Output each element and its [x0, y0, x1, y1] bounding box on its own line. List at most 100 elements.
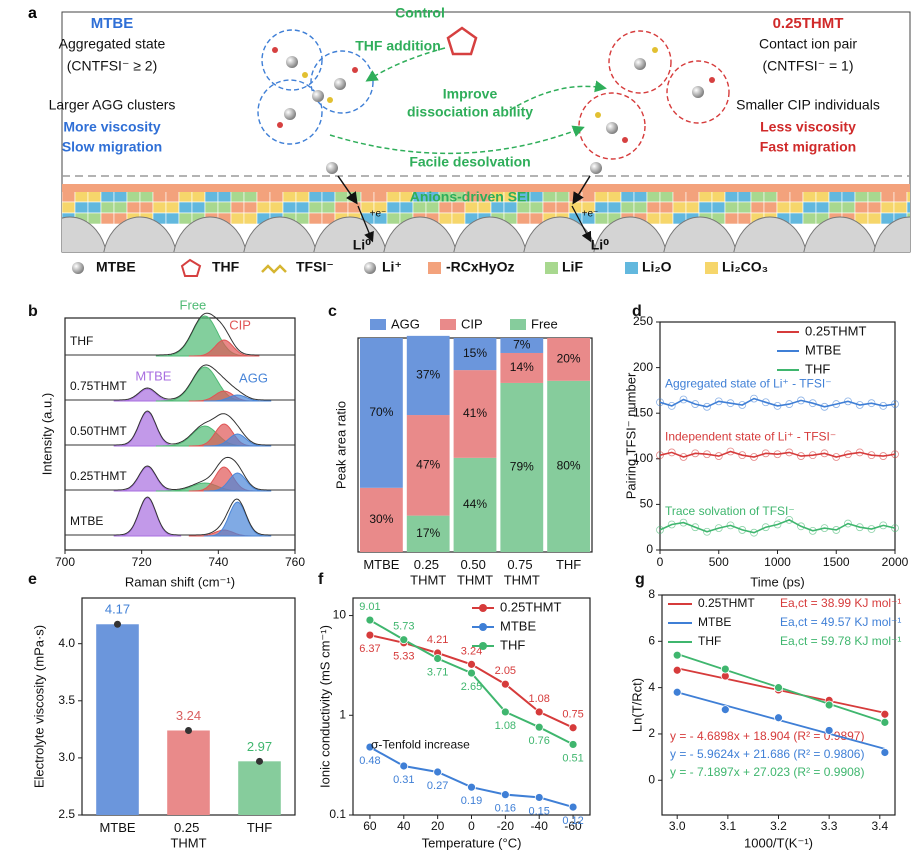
legend-label: CIP — [461, 316, 483, 331]
data-point — [832, 400, 841, 408]
data-point — [785, 516, 794, 524]
schematic-text: Larger AGG clusters — [49, 97, 176, 113]
sei-grain — [867, 201, 882, 214]
y-axis-label: Peak area ratio — [333, 401, 348, 489]
data-label: 30% — [369, 512, 393, 526]
legend-label: Free — [531, 316, 558, 331]
anion-atom — [277, 122, 283, 128]
component-label: MTBE — [135, 368, 171, 383]
panel-label: g — [635, 571, 645, 588]
sei-grain — [789, 190, 804, 203]
data-point — [703, 402, 711, 411]
data-point — [738, 451, 747, 460]
sei-grain — [802, 190, 817, 203]
sei-grain — [880, 201, 895, 214]
li-ion — [590, 162, 602, 174]
data-point — [844, 450, 852, 459]
li-ion — [312, 90, 324, 102]
x-tick-label: 3.1 — [720, 819, 737, 833]
li-arrow — [572, 175, 591, 205]
sei-outer — [62, 184, 910, 192]
legend-label: MTBE — [698, 615, 731, 629]
lithium-grain — [873, 216, 910, 252]
data-point — [714, 397, 723, 406]
data-point — [797, 522, 805, 531]
y-tick-label: 2.5 — [58, 807, 75, 821]
sei-grain — [672, 201, 687, 214]
legend-marker — [479, 642, 487, 650]
data-label: 6.37 — [359, 643, 380, 655]
schematic-text: Improve — [443, 86, 498, 102]
sei-grain — [62, 201, 76, 214]
y-tick-label: 150 — [633, 405, 653, 419]
schematic-text: Smaller CIP individuals — [736, 97, 880, 113]
data-point — [726, 521, 735, 530]
y-tick-label: 8 — [648, 587, 655, 601]
sei-grain — [854, 190, 869, 203]
fit-equation: y = - 7.1897x + 27.023 (R² = 0.9908) — [670, 765, 864, 779]
sei-grain — [737, 201, 752, 214]
x-tick-label: 720 — [132, 555, 152, 569]
y-tick-label: 3.0 — [58, 750, 75, 764]
sei-grain — [113, 201, 128, 214]
sei-grain — [165, 201, 180, 214]
data-point — [797, 396, 805, 405]
legend-icon — [180, 258, 202, 277]
schematic-text: MTBE — [91, 15, 134, 32]
x-tick-label: 760 — [285, 555, 305, 569]
legend-swatch — [440, 319, 456, 330]
sei-grain — [100, 212, 115, 225]
data-label: 0.15 — [529, 805, 550, 817]
data-point — [568, 723, 578, 733]
anion-atom — [352, 67, 358, 73]
y-tick-label: 0 — [648, 772, 655, 786]
cip-cluster — [666, 60, 730, 124]
sei-grain — [191, 201, 206, 214]
legend-label: MTBE — [500, 618, 536, 633]
sei-grain — [711, 190, 726, 203]
y-tick-label: 10 — [333, 608, 347, 622]
sei-grain — [295, 190, 310, 203]
anion-atom — [302, 72, 308, 78]
fit-equation: y = - 4.6898x + 18.904 (R² = 0.9897) — [670, 729, 864, 743]
schematic-text: Contact ion pair — [759, 36, 857, 52]
x-tick-label: -20 — [497, 819, 515, 833]
data-point — [534, 707, 544, 717]
lithium-grain — [243, 216, 317, 252]
sei-grain — [126, 201, 141, 214]
x-tick-label: 0 — [657, 555, 664, 569]
anion-atom — [709, 77, 715, 83]
lithium-grain — [663, 216, 737, 252]
component-label: CIP — [229, 317, 251, 332]
spectrum-envelope — [65, 496, 295, 536]
data-point — [844, 397, 852, 406]
data-point — [808, 526, 817, 535]
data-point — [855, 448, 864, 457]
schematic-text: (CNTFSI⁻ ≥ 2) — [67, 58, 158, 74]
data-label: 37% — [416, 368, 440, 382]
lithium-grain — [803, 216, 877, 252]
data-point — [797, 452, 805, 460]
data-point — [703, 527, 711, 536]
sei-grain — [646, 212, 661, 225]
component-label: Free — [180, 297, 207, 312]
data-point — [879, 452, 888, 460]
sei-grain — [607, 190, 622, 203]
data-point — [365, 615, 375, 625]
data-point — [656, 398, 664, 407]
data-point — [720, 664, 730, 674]
x-tick-label: 0.25 THMT — [170, 820, 206, 850]
li-ion — [634, 58, 646, 70]
schematic-text: Anions-driven SEI — [410, 189, 531, 205]
sei-grain — [685, 201, 700, 214]
x-tick-label: 500 — [709, 555, 729, 569]
data-point — [691, 449, 700, 458]
sei-grain — [828, 201, 843, 214]
sei-grain — [321, 190, 336, 203]
data-point — [880, 709, 890, 719]
series-line — [659, 450, 896, 458]
y-tick-label: 0 — [646, 542, 653, 556]
data-point — [667, 520, 676, 529]
legend-icon — [261, 264, 287, 274]
legend-marker — [479, 604, 487, 612]
